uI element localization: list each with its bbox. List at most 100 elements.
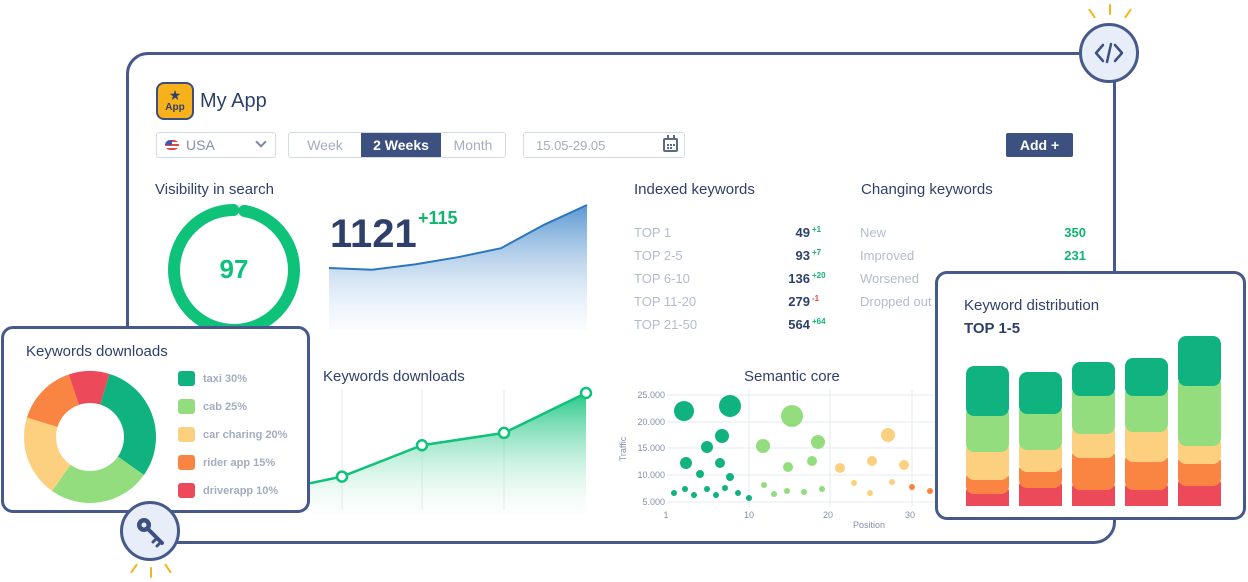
badge-ray	[1124, 8, 1132, 19]
legend-label: cab 25%	[203, 400, 248, 413]
app-icon-label: App	[165, 102, 185, 113]
badge-ray	[1088, 8, 1096, 19]
visibility-trend-line	[328, 204, 588, 271]
badge-ray	[1109, 4, 1111, 15]
donut-slice	[24, 417, 71, 491]
legend-label: taxi 30%	[203, 372, 248, 385]
indexed-keywords-title: Indexed keywords	[634, 181, 755, 198]
indexed-keyword-label: TOP 2-5	[634, 248, 683, 263]
indexed-keyword-delta: +20	[812, 271, 826, 280]
period-month-button[interactable]: Month	[453, 137, 493, 153]
keyword-distribution-card: Keyword distribution TOP 1-5	[935, 271, 1246, 520]
date-range-field[interactable]: 15.05-29.05	[523, 132, 685, 158]
badge-ray	[150, 567, 152, 578]
y-tick: 10.000	[637, 470, 665, 480]
downloads-chart-title: Keywords downloads	[323, 368, 465, 385]
donut-slice	[51, 456, 144, 503]
us-flag-icon	[165, 140, 179, 150]
distribution-segment	[1178, 376, 1221, 446]
distribution-segment	[1178, 336, 1221, 386]
donut-slice	[100, 373, 156, 476]
y-tick: 5.000	[642, 497, 665, 507]
legend-swatch	[178, 455, 195, 470]
legend-swatch	[178, 427, 195, 442]
downloads-point	[497, 426, 511, 440]
downloads-card-title: Keywords downloads	[26, 343, 168, 360]
downloads-point	[335, 470, 349, 483]
period-toggle: Week 2 Weeks Month	[288, 132, 506, 158]
y-axis-label: Traffic	[618, 436, 628, 461]
indexed-keyword-row: TOP 1 49 +1	[634, 225, 824, 245]
y-tick: 20.000	[637, 417, 665, 427]
x-axis-label: Position	[853, 520, 885, 530]
distribution-title: Keyword distribution	[964, 297, 1100, 314]
star-icon: ★	[168, 87, 182, 103]
indexed-keyword-label: TOP 1	[634, 225, 672, 240]
indexed-keyword-value: 93 +7	[795, 248, 822, 263]
donut-slice	[68, 371, 110, 405]
code-icon	[1094, 42, 1124, 64]
legend-item: driverapp 10%	[178, 483, 278, 498]
legend-label: car charing 20%	[203, 428, 288, 441]
date-range-value: 15.05-29.05	[536, 137, 606, 153]
downloads-line-chart	[309, 386, 593, 515]
changing-keywords-title: Changing keywords	[861, 181, 993, 198]
legend-item: taxi 30%	[178, 371, 247, 386]
downloads-point	[415, 439, 429, 452]
indexed-keyword-delta: +64	[812, 317, 826, 326]
distribution-segment	[1125, 386, 1168, 432]
visibility-value: 1121	[330, 212, 417, 256]
country-value: USA	[186, 137, 215, 153]
distribution-segment	[966, 366, 1009, 416]
add-button[interactable]: Add +	[1006, 133, 1073, 157]
visibility-score: 97	[220, 254, 249, 284]
country-select[interactable]: USA	[156, 132, 276, 158]
x-tick: 30	[905, 510, 915, 520]
calendar-icon[interactable]	[663, 135, 678, 152]
indexed-keyword-label: TOP 11-20	[634, 294, 697, 309]
distribution-segment	[1019, 404, 1062, 450]
distribution-subtitle: TOP 1-5	[964, 320, 1021, 337]
x-tick: 1	[663, 510, 668, 520]
distribution-segment	[1072, 362, 1115, 396]
distribution-segment	[1019, 372, 1062, 414]
semantic-core-scatter: 25.000 20.000 15.000 10.000 5.000 1 10 2…	[618, 390, 952, 530]
period-week-button[interactable]: Week	[307, 137, 343, 153]
legend-swatch	[178, 371, 195, 386]
legend-item: cab 25%	[178, 399, 247, 414]
indexed-keyword-value: 564 +64	[788, 317, 826, 332]
indexed-keyword-row: TOP 21-50 564 +64	[634, 317, 826, 337]
changing-keyword-value: 350	[1064, 225, 1086, 240]
app-title: My App	[200, 90, 267, 112]
indexed-keyword-row: TOP 11-20 279 -1	[634, 294, 824, 314]
distribution-segment	[966, 406, 1009, 452]
visibility-delta: +115	[418, 208, 458, 228]
downloads-area	[310, 393, 586, 515]
x-tick: 20	[823, 510, 833, 520]
key-icon	[137, 518, 164, 548]
indexed-keyword-label: TOP 21-50	[634, 317, 698, 332]
changing-keyword-label: New	[860, 225, 887, 240]
y-tick: 25.000	[637, 390, 665, 400]
visibility-trend-area	[329, 205, 587, 330]
scatter-points	[671, 395, 952, 501]
changing-keyword-label: Worsened	[860, 271, 920, 286]
indexed-keyword-row: TOP 2-5 93 +7	[634, 248, 824, 268]
code-badge	[1079, 23, 1139, 83]
x-tick: 10	[744, 510, 754, 520]
legend-item: rider app 15%	[178, 455, 275, 470]
visibility-gauge: 97	[168, 204, 300, 336]
donut-slice	[26, 374, 80, 427]
period-2-weeks-button[interactable]: 2 Weeks	[361, 133, 441, 157]
changing-keyword-label: Improved	[860, 248, 915, 263]
indexed-keyword-value: 49 +1	[795, 225, 822, 240]
visibility-trend-chart	[328, 204, 588, 330]
app-icon: ★ App	[156, 82, 194, 120]
indexed-keyword-delta: +7	[812, 248, 822, 257]
keywords-downloads-card: Keywords downloads taxi 30% cab 25% car ch…	[1, 326, 310, 513]
indexed-keyword-label: TOP 6-10	[634, 271, 690, 286]
chevron-down-icon	[255, 136, 267, 148]
distribution-segment	[1072, 448, 1115, 490]
legend-swatch	[178, 483, 195, 498]
indexed-keyword-value: 136 +20	[788, 271, 826, 286]
